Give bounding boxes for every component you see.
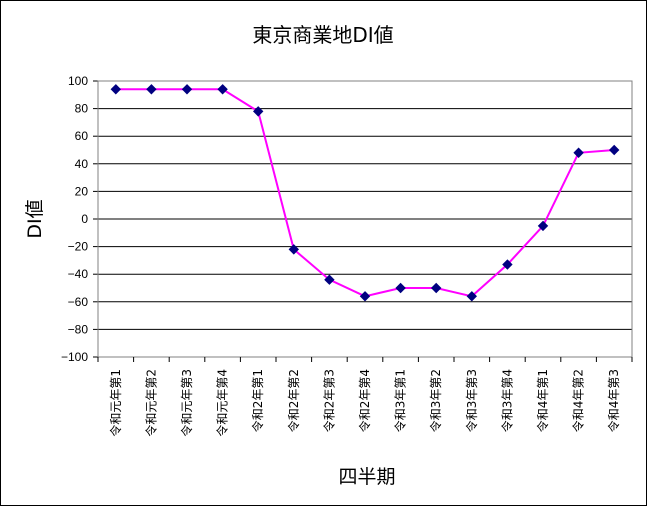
x-tick-label: 令和元年第3 xyxy=(179,369,194,437)
y-tick-label: 100 xyxy=(68,74,88,88)
x-tick-label: 令和元年第2 xyxy=(143,369,158,437)
x-tick-label: 令和3年第2 xyxy=(428,369,443,432)
data-point xyxy=(573,147,584,158)
y-tick-label: 80 xyxy=(75,102,89,116)
x-tick-label: 令和3年第1 xyxy=(393,369,408,432)
data-point xyxy=(110,84,122,95)
x-tick-label: 令和4年第2 xyxy=(571,369,586,432)
x-axis-title: 四半期 xyxy=(338,466,395,488)
y-tick-label: 20 xyxy=(75,184,89,198)
y-tick-label: −100 xyxy=(61,350,88,364)
y-tick-label: 40 xyxy=(75,157,89,171)
x-tick-label: 令和元年第1 xyxy=(108,369,123,437)
data-point xyxy=(288,244,300,255)
data-point xyxy=(359,291,371,302)
data-point xyxy=(217,84,228,95)
x-tick-label: 令和4年第1 xyxy=(535,369,550,432)
data-point xyxy=(502,259,513,270)
x-tick-label: 令和元年第4 xyxy=(215,369,230,437)
y-tick-label: 60 xyxy=(75,129,89,143)
data-point xyxy=(181,84,193,95)
data-point xyxy=(537,220,549,232)
y-axis-title: DI値 xyxy=(24,199,46,238)
x-tick-label: 令和2年第4 xyxy=(357,369,372,432)
data-point xyxy=(608,144,620,156)
x-tick-label: 令和3年第4 xyxy=(499,369,514,432)
data-point xyxy=(466,291,478,302)
chart-title: 東京商業地DI値 xyxy=(252,23,393,47)
data-point xyxy=(324,274,335,285)
data-point xyxy=(430,282,442,294)
y-tick-label: 0 xyxy=(81,212,88,226)
y-tick-label: −20 xyxy=(68,240,89,254)
plot-area: −100 −80 −60 −40 −20 0 20 40 60 80 100 令和元年第1 令和元年第2… xyxy=(61,74,633,437)
data-point xyxy=(252,106,264,117)
data-point xyxy=(146,84,157,95)
y-tick-label: −40 xyxy=(68,267,89,281)
x-tick-label: 令和2年第3 xyxy=(321,369,336,432)
y-tick-label: −60 xyxy=(68,295,89,309)
y-tick-label: −80 xyxy=(68,322,89,336)
plot-border xyxy=(97,80,633,358)
x-tick-label: 令和2年第1 xyxy=(250,369,265,432)
data-point xyxy=(395,282,406,294)
x-tick-label: 令和2年第2 xyxy=(286,369,301,432)
x-tick-label: 令和3年第3 xyxy=(464,369,479,432)
x-tick-label: 令和4年第3 xyxy=(606,369,621,432)
